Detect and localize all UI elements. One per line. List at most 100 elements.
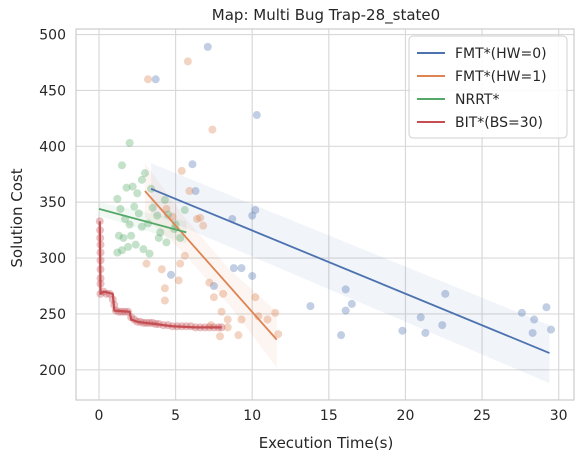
data-point	[528, 328, 537, 337]
series-line	[150, 187, 550, 354]
data-point	[205, 278, 214, 287]
x-tick-label: 25	[473, 408, 491, 424]
data-point	[341, 285, 350, 294]
y-tick-label: 450	[39, 83, 66, 99]
data-point	[162, 238, 171, 247]
y-tick-label: 350	[39, 195, 66, 211]
legend-label: NRRT*	[455, 92, 499, 108]
data-point	[180, 251, 189, 260]
data-point	[180, 206, 189, 215]
data-point	[188, 160, 197, 169]
data-point	[274, 330, 283, 339]
data-point	[117, 161, 126, 170]
x-tick-label: 20	[397, 408, 415, 424]
data-point	[144, 75, 153, 84]
series-line	[98, 208, 187, 234]
data-point	[163, 210, 172, 219]
data-point	[209, 293, 218, 302]
data-point	[237, 264, 246, 273]
data-point	[517, 308, 526, 317]
x-tick-label: 15	[320, 408, 338, 424]
x-axis-label: Execution Time(s)	[259, 434, 394, 452]
data-point	[116, 204, 125, 213]
x-tick-label: 30	[550, 408, 568, 424]
data-point	[133, 189, 142, 198]
data-point	[252, 111, 261, 120]
data-point	[125, 138, 134, 147]
x-tick-label: 0	[95, 408, 104, 424]
data-point	[209, 282, 218, 291]
data-point	[263, 315, 272, 324]
data-point	[251, 293, 260, 302]
data-point	[438, 321, 447, 330]
data-point	[137, 222, 146, 231]
data-point	[153, 211, 162, 220]
data-point	[547, 325, 556, 334]
y-tick-label: 500	[39, 28, 66, 44]
legend: FMT*(HW=0) FMT*(HW=1) NRRT* BIT*(BS=30)	[408, 35, 568, 139]
data-point	[421, 328, 430, 337]
x-tick-label: 5	[171, 408, 180, 424]
series-line	[98, 221, 222, 329]
data-point	[174, 276, 183, 285]
data-point	[139, 245, 148, 254]
data-point	[130, 202, 139, 211]
data-point	[177, 166, 186, 175]
data-point	[113, 248, 122, 257]
data-point	[337, 331, 346, 340]
data-point	[167, 270, 176, 279]
data-point	[151, 75, 160, 84]
legend-label: BIT*(BS=30)	[455, 115, 543, 131]
data-point	[193, 214, 202, 223]
data-point	[217, 307, 226, 316]
x-tick-label: 10	[243, 408, 261, 424]
data-point	[176, 259, 185, 268]
data-point	[248, 271, 257, 280]
data-point	[154, 233, 163, 242]
y-axis-label: Solution Cost	[8, 168, 26, 267]
data-point	[140, 169, 149, 178]
data-point	[176, 233, 185, 242]
data-point	[223, 315, 232, 324]
data-point	[134, 209, 143, 218]
series-lines	[98, 187, 550, 354]
data-point	[127, 231, 136, 240]
confidence-band	[151, 163, 550, 384]
data-point	[183, 57, 192, 66]
confidence-band	[98, 202, 187, 244]
data-point	[185, 187, 194, 196]
y-tick-label: 200	[39, 363, 66, 379]
data-point	[254, 312, 263, 321]
data-point	[199, 221, 208, 230]
y-tick-label: 400	[39, 139, 66, 155]
data-point	[128, 182, 137, 191]
y-tick-labels: 200 250 300 350 400 450 500	[39, 28, 66, 379]
data-point	[234, 331, 243, 340]
data-point	[306, 302, 315, 311]
data-point	[125, 220, 134, 229]
data-point	[441, 289, 450, 298]
data-point	[124, 242, 133, 251]
chart-title: Map: Multi Bug Trap-28_state0	[212, 6, 440, 25]
series-line	[144, 190, 278, 341]
legend-label: FMT*(HW=1)	[455, 69, 547, 85]
data-point	[191, 187, 200, 196]
y-tick-label: 250	[39, 307, 66, 323]
data-point	[145, 249, 154, 258]
data-point	[223, 323, 232, 332]
data-point	[137, 175, 146, 184]
data-point	[157, 265, 166, 274]
data-point	[196, 213, 205, 222]
data-point	[398, 326, 407, 335]
data-point	[160, 296, 169, 305]
data-point	[119, 233, 128, 242]
data-point	[237, 315, 246, 324]
data-point	[271, 308, 280, 317]
data-point	[542, 303, 551, 312]
data-point	[160, 195, 169, 204]
data-point	[347, 299, 356, 308]
data-point	[208, 125, 217, 134]
data-point	[131, 240, 140, 249]
data-point	[219, 289, 228, 298]
